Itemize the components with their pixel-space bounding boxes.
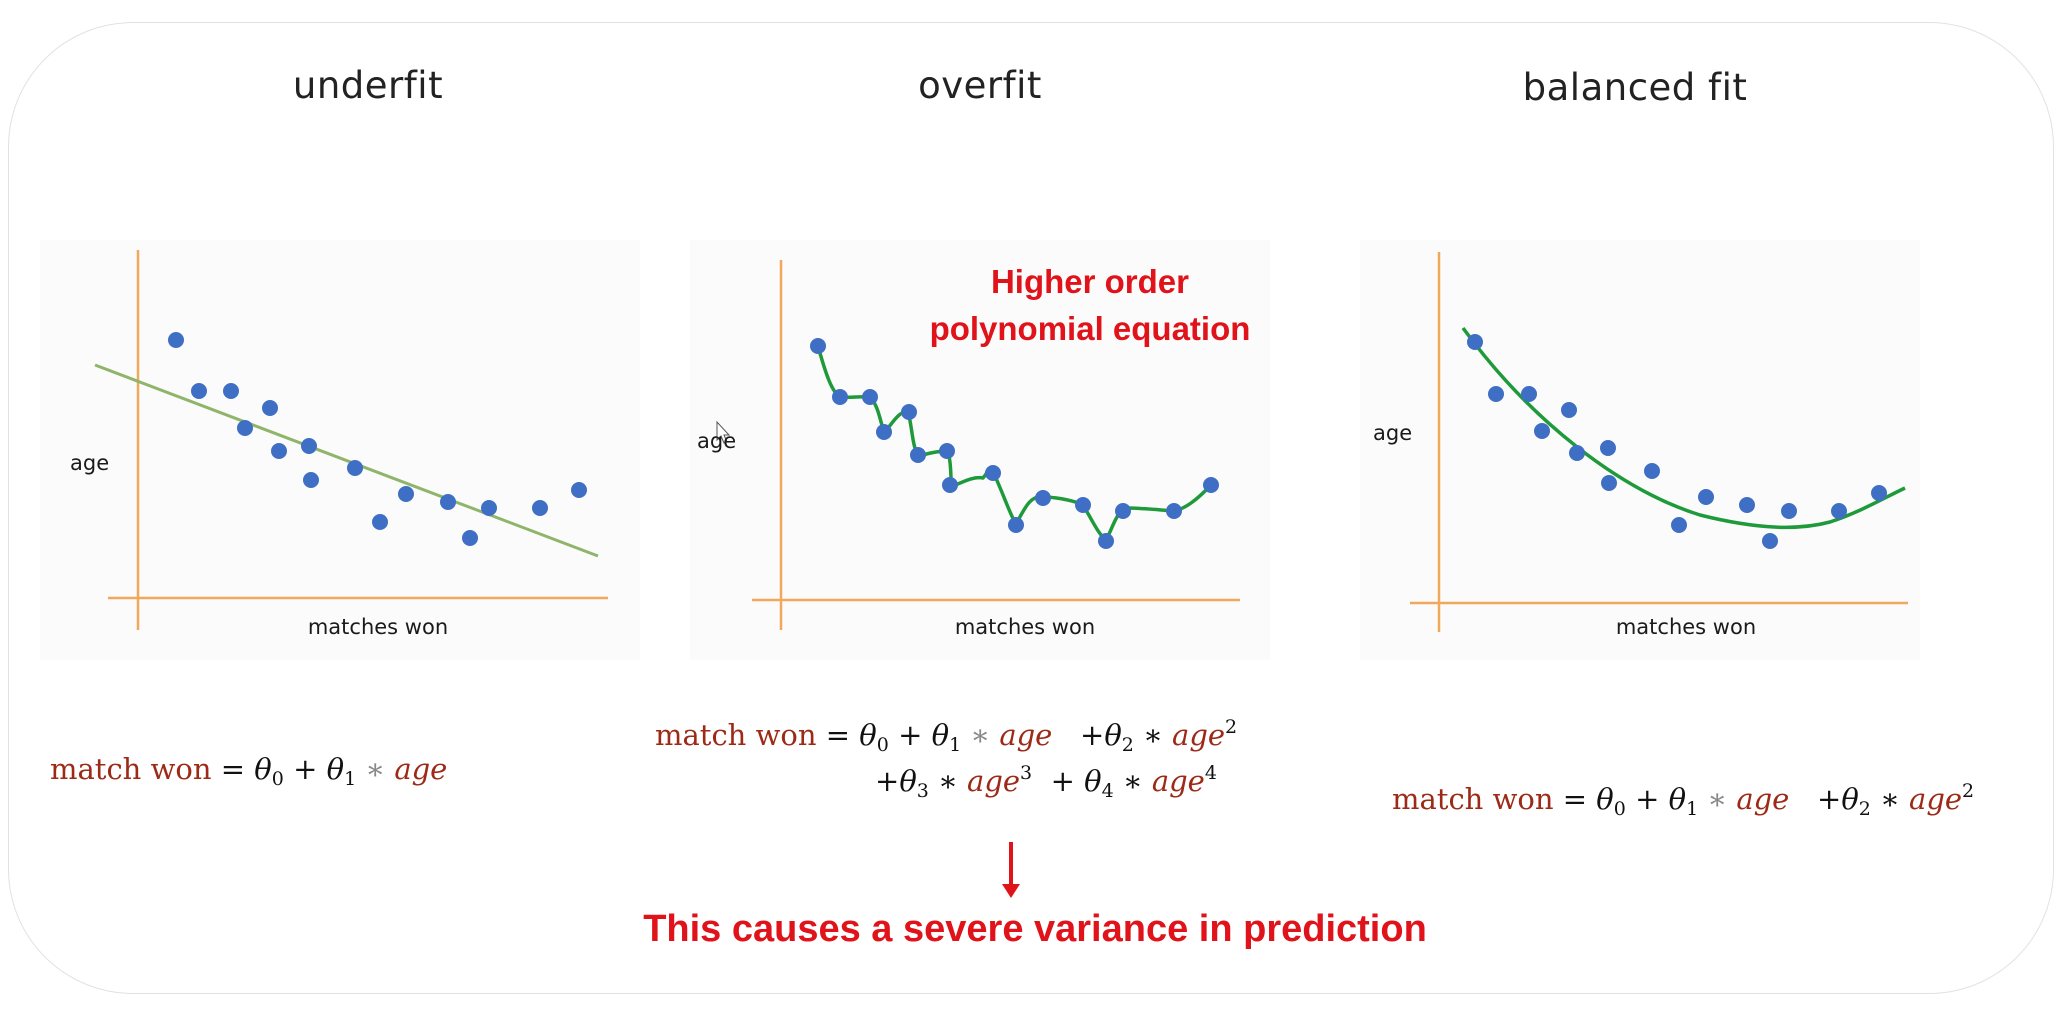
down-arrow-icon: [1002, 842, 1020, 898]
data-point: [876, 424, 892, 440]
mouse-cursor-icon: [716, 420, 731, 444]
underfit-fit-line: [94, 363, 599, 558]
underfit-y-label: age: [70, 451, 110, 475]
overfit-fit-curve: [816, 345, 1214, 542]
equation-lhs: match won: [50, 752, 212, 786]
overfit-equation: match won = θ0 + θ1 ∗ age +θ2 ∗ age2: [655, 716, 1238, 756]
overfit-points: [810, 338, 1219, 549]
data-point: [1739, 497, 1755, 513]
data-point: [942, 477, 958, 493]
overfit-panel-bg: [690, 240, 1270, 660]
conclusion-text: This causes a severe variance in predict…: [643, 908, 1427, 950]
data-point: [1561, 402, 1577, 418]
data-point: [1698, 489, 1714, 505]
data-point: [372, 514, 388, 530]
data-point: [1781, 503, 1797, 519]
data-point: [1467, 334, 1483, 350]
data-point: [347, 460, 363, 476]
underfit-points: [168, 332, 587, 546]
data-point: [1671, 517, 1687, 533]
data-point: [532, 500, 548, 516]
higher-order-annotation: Higher order polynomial equation: [880, 258, 1300, 352]
data-point: [1098, 533, 1114, 549]
balanced-panel-bg: [1360, 240, 1920, 660]
data-point: [303, 472, 319, 488]
data-point: [832, 389, 848, 405]
balanced-fit-curve: [1461, 326, 1906, 530]
data-point: [901, 404, 917, 420]
data-point: [1521, 386, 1537, 402]
data-point: [1871, 485, 1887, 501]
data-point: [462, 530, 478, 546]
data-point: [1534, 423, 1550, 439]
overfit-equation-line2: +θ3 ∗ age3 + θ4 ∗ age4: [875, 762, 1217, 802]
balanced-y-label: age: [1373, 421, 1413, 445]
data-point: [262, 400, 278, 416]
data-point: [1115, 503, 1131, 519]
data-point: [1644, 463, 1660, 479]
data-point: [1762, 533, 1778, 549]
data-point: [1166, 503, 1182, 519]
data-point: [1035, 490, 1051, 506]
data-point: [1488, 386, 1504, 402]
data-point: [1008, 517, 1024, 533]
data-point: [1569, 445, 1585, 461]
overfit-title: overfit: [918, 64, 1042, 107]
data-point: [223, 383, 239, 399]
data-point: [862, 389, 878, 405]
balanced-fit-title: balanced fit: [1522, 66, 1748, 109]
data-point: [271, 443, 287, 459]
data-point: [168, 332, 184, 348]
underfit-equation: match won = θ0 + θ1 ∗ age: [50, 752, 448, 790]
data-point: [1203, 477, 1219, 493]
data-point: [1600, 440, 1616, 456]
data-point: [481, 500, 497, 516]
underfit-panel-bg: [40, 240, 640, 660]
overfit-y-label: age: [697, 429, 737, 453]
underfit-x-label: matches won: [307, 615, 449, 639]
underfit-title: underfit: [292, 64, 444, 107]
data-point: [398, 486, 414, 502]
balanced-equation: match won = θ0 + θ1 ∗ age +θ2 ∗ age2: [1392, 780, 1975, 820]
data-point: [985, 465, 1001, 481]
data-point: [939, 443, 955, 459]
data-point: [1601, 475, 1617, 491]
data-point: [1831, 503, 1847, 519]
equation-lhs: match won: [1392, 782, 1554, 816]
higher-order-line2: polynomial equation: [929, 310, 1251, 347]
data-point: [301, 438, 317, 454]
balanced-points: [1467, 334, 1887, 549]
data-point: [191, 383, 207, 399]
data-point: [910, 447, 926, 463]
data-point: [237, 420, 253, 436]
data-point: [1075, 497, 1091, 513]
balanced-x-label: matches won: [1615, 615, 1757, 639]
overfit-x-label: matches won: [954, 615, 1096, 639]
data-point: [810, 338, 826, 354]
higher-order-line1: Higher order: [990, 263, 1190, 300]
data-point: [440, 494, 456, 510]
data-point: [571, 482, 587, 498]
equation-lhs: match won: [655, 718, 817, 752]
